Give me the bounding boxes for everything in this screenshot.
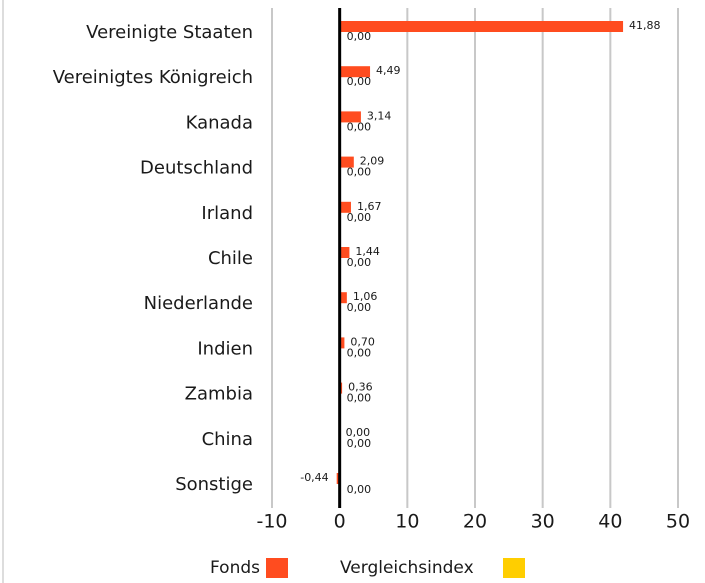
value-label: 0,00 — [347, 30, 372, 43]
value-label: 0,00 — [347, 166, 372, 179]
value-label: 1,67 — [357, 200, 382, 213]
category-label: Chile — [208, 248, 253, 269]
x-tick-label: -10 — [256, 511, 287, 533]
value-label: 0,00 — [347, 301, 372, 314]
category-label: Indien — [197, 338, 253, 359]
value-label: 41,88 — [629, 19, 661, 32]
legend-label: Vergleichsindex — [340, 558, 474, 578]
value-label: 0,00 — [347, 392, 372, 405]
category-label: Deutschland — [140, 158, 253, 179]
bar — [339, 21, 624, 32]
category-label: Zambia — [185, 384, 253, 405]
value-label: 0,70 — [350, 335, 375, 348]
value-label: -0,44 — [300, 471, 328, 484]
x-tick-label: 50 — [666, 511, 690, 533]
legend-swatch — [266, 558, 288, 578]
bar — [339, 111, 361, 123]
value-label: 4,49 — [376, 64, 401, 77]
value-label: 3,14 — [367, 109, 392, 122]
x-tick-label: 10 — [395, 511, 419, 533]
value-label: 1,44 — [355, 245, 380, 258]
value-label: 0,00 — [347, 483, 372, 496]
value-label: 0,00 — [347, 75, 372, 88]
value-label: 0,00 — [347, 256, 372, 269]
legend-swatch — [503, 558, 525, 578]
value-label: 0,00 — [347, 211, 372, 224]
value-label: 0,36 — [348, 381, 373, 394]
bar — [339, 247, 350, 258]
category-label: Niederlande — [144, 293, 253, 314]
x-tick-label: 0 — [334, 511, 346, 533]
category-label: Irland — [201, 203, 253, 224]
value-label: 0,00 — [347, 346, 372, 359]
value-label: 1,06 — [353, 290, 378, 303]
value-label: 0,00 — [347, 437, 372, 450]
bar — [339, 292, 347, 304]
value-label: 2,09 — [360, 155, 385, 168]
category-label: Sonstige — [175, 474, 253, 495]
bar — [339, 156, 354, 168]
value-label: 0,00 — [346, 426, 371, 439]
category-label: Kanada — [186, 112, 253, 133]
category-label: Vereinigte Staaten — [86, 22, 253, 43]
x-tick-label: 40 — [598, 511, 622, 533]
legend-label: Fonds — [210, 558, 260, 578]
bar — [339, 337, 345, 349]
category-label: China — [202, 429, 253, 450]
bar — [339, 201, 351, 213]
category-label: Vereinigtes Königreich — [53, 67, 253, 88]
x-tick-label: 30 — [531, 511, 555, 533]
x-tick-label: 20 — [463, 511, 487, 533]
bar — [339, 66, 371, 78]
value-label: 0,00 — [347, 120, 372, 133]
